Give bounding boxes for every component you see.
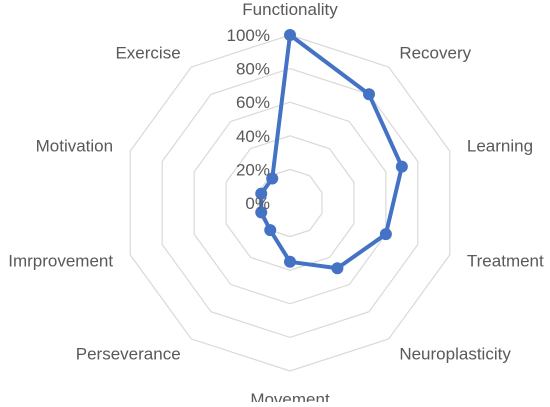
tick-label: 60%: [236, 93, 270, 112]
data-point-imrprovement: [255, 206, 268, 219]
tick-label: 20%: [236, 160, 270, 179]
tick-label: 40%: [236, 127, 270, 146]
category-label-imrprovement: Imrprovement: [8, 251, 113, 270]
data-point-neuroplasticity: [331, 262, 344, 275]
data-point-exercise: [266, 172, 279, 185]
grid-ring: [161, 67, 419, 339]
grid-ring: [193, 101, 387, 305]
category-label-treatment: Treatment: [467, 251, 544, 270]
tick-label: 80%: [236, 60, 270, 79]
category-labels: Functionality Recovery Learning Treatment Ne…: [8, 0, 544, 407]
series-layer: [255, 29, 408, 275]
category-label-exercise: Exercise: [115, 44, 180, 63]
data-point-perseverance: [264, 224, 277, 237]
category-label-recovery: Recovery: [399, 44, 471, 63]
category-label-motivation: Motivation: [36, 137, 113, 156]
data-point-movement: [284, 255, 296, 268]
radial-axis-ticks: 0% 20% 40% 60% 80% 100%: [227, 26, 270, 213]
data-point-learning: [395, 160, 408, 173]
grid-rings: [129, 34, 451, 372]
category-label-perseverance: Perseverance: [76, 344, 181, 363]
data-point-treatment: [379, 228, 392, 241]
data-point-functionality: [284, 29, 296, 41]
category-label-movement: Movement: [250, 390, 330, 402]
data-point-motivation: [255, 187, 268, 200]
category-label-functionality: Functionality: [242, 0, 338, 19]
tick-label: 100%: [227, 26, 270, 45]
tick-label: 0%: [245, 194, 270, 213]
category-label-learning: Learning: [467, 137, 533, 156]
data-point-recovery: [363, 88, 375, 101]
grid-ring: [225, 135, 355, 271]
category-label-neuroplasticity: Neuroplasticity: [399, 344, 511, 363]
grid-ring: [257, 168, 323, 238]
grid-ring: [129, 34, 451, 372]
